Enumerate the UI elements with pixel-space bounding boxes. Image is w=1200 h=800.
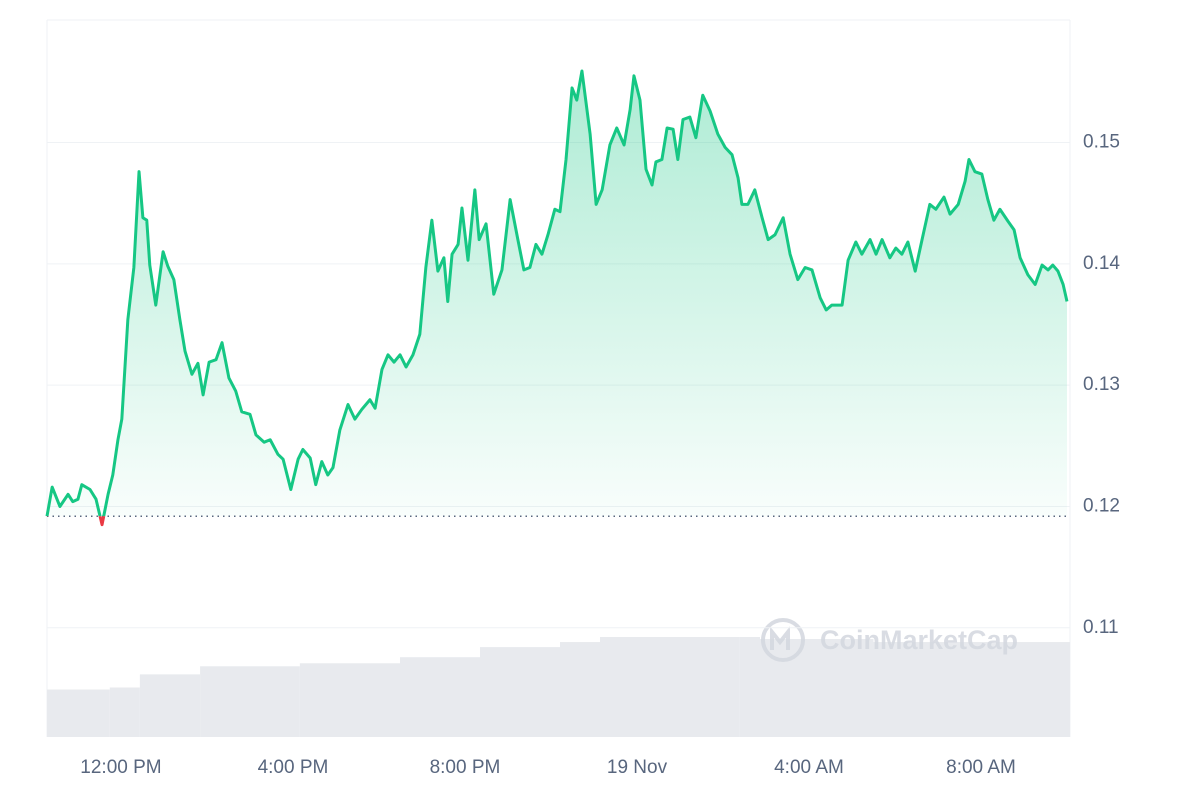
volume-bar: [560, 642, 600, 737]
volume-bar: [47, 689, 110, 737]
x-tick-label: 4:00 PM: [258, 757, 329, 778]
y-tick-label: 0.12: [1083, 496, 1120, 517]
watermark-logo: [761, 618, 805, 662]
x-tick-label: 19 Nov: [607, 757, 668, 778]
price-line: [45, 69, 1069, 517]
volume-bar: [739, 637, 760, 737]
watermark-logo-m: [770, 626, 790, 650]
volume-bar: [109, 687, 140, 737]
volume-bar: [299, 663, 401, 737]
volume-bar: [200, 666, 300, 737]
x-tick-label: 4:00 AM: [774, 757, 844, 778]
frame: [46, 19, 1071, 737]
x-tick-label: 12:00 PM: [80, 757, 161, 778]
watermark-text: CoinMarketCap: [820, 625, 1018, 655]
volume-bar: [400, 657, 481, 737]
volume-bar: [139, 674, 201, 737]
x-tick-label: 8:00 AM: [946, 757, 1016, 778]
volume-bar: [759, 639, 874, 737]
volume-bar: [873, 642, 1070, 737]
volume-bar: [480, 647, 561, 737]
watermark: CoinMarketCap: [761, 618, 1018, 662]
y-tick-label: 0.14: [1083, 253, 1120, 274]
y-tick-label: 0.11: [1083, 617, 1119, 638]
area: [47, 70, 1067, 517]
x-tick-label: 8:00 PM: [430, 757, 501, 778]
y-tick-label: 0.15: [1083, 132, 1120, 153]
volume-bar: [599, 637, 740, 737]
y-tick-label: 0.13: [1083, 374, 1120, 395]
